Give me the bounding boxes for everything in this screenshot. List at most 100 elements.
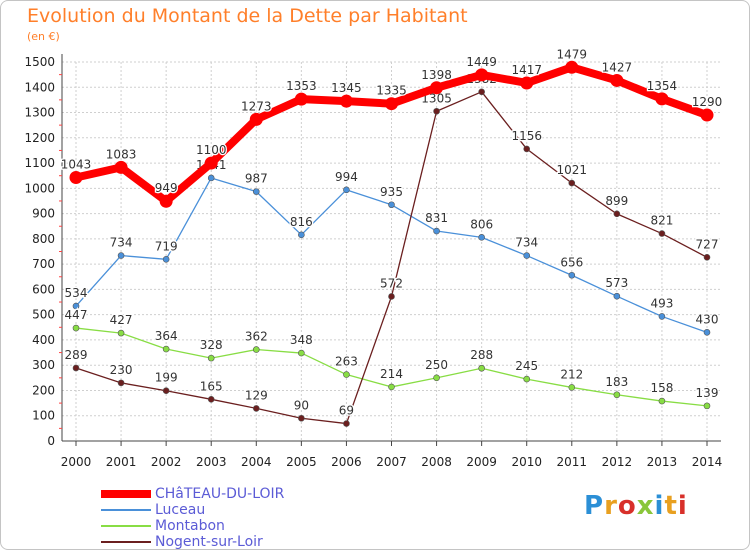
- y-tick-label: 500: [32, 308, 55, 322]
- data-point-montabon: [388, 383, 395, 391]
- data-point-montabon: [523, 375, 531, 383]
- data-point-nogent-sur-loir: [658, 230, 666, 237]
- data-point-ch-teau-du-loir: [204, 156, 218, 170]
- logo-letter: r: [604, 491, 618, 521]
- data-label-montabon: 364: [155, 329, 178, 343]
- data-label-ch-teau-du-loir: 949: [155, 181, 178, 195]
- data-point-montabon: [343, 371, 350, 378]
- data-label-ch-teau-du-loir: 1083: [106, 147, 137, 161]
- data-point-nogent-sur-loir: [703, 254, 711, 261]
- data-point-luceau: [207, 174, 215, 182]
- data-label-nogent-sur-loir: 572: [380, 276, 403, 290]
- y-tick-label: 200: [32, 383, 55, 397]
- x-tick-label: 2001: [106, 455, 137, 469]
- data-point-ch-teau-du-loir: [430, 81, 444, 95]
- data-label-ch-teau-du-loir: 1449: [466, 55, 497, 69]
- data-point-montabon: [252, 346, 260, 353]
- data-label-ch-teau-du-loir: 1479: [557, 47, 588, 61]
- data-point-nogent-sur-loir: [478, 88, 485, 96]
- data-label-montabon: 139: [696, 386, 719, 400]
- data-point-nogent-sur-loir: [388, 293, 395, 300]
- data-label-montabon: 158: [650, 381, 673, 395]
- data-label-luceau: 831: [425, 211, 448, 225]
- legend-item: Luceau: [101, 502, 284, 518]
- data-label-ch-teau-du-loir: 1290: [692, 95, 723, 109]
- data-point-nogent-sur-loir: [523, 145, 531, 153]
- data-point-montabon: [298, 349, 305, 357]
- y-tick-label: 900: [32, 207, 55, 221]
- data-label-nogent-sur-loir: 69: [339, 404, 354, 418]
- x-tick-label: 2006: [331, 455, 362, 469]
- legend-item: Montabon: [101, 518, 284, 534]
- data-label-luceau: 534: [65, 286, 88, 300]
- data-point-montabon: [568, 384, 576, 391]
- data-point-nogent-sur-loir: [162, 387, 170, 395]
- proxiti-logo: Proxiti: [584, 491, 688, 521]
- data-label-montabon: 214: [380, 367, 403, 381]
- y-tick-label: 400: [32, 333, 55, 347]
- data-label-montabon: 348: [290, 333, 313, 347]
- data-point-montabon: [658, 397, 666, 405]
- logo-letter: o: [617, 491, 637, 521]
- data-label-luceau: 734: [110, 236, 133, 250]
- data-label-luceau: 493: [650, 296, 673, 310]
- data-point-ch-teau-du-loir: [655, 92, 669, 106]
- x-tick-label: 2008: [421, 455, 452, 469]
- x-tick-label: 2003: [196, 455, 227, 469]
- logo-letter: i: [654, 491, 665, 521]
- data-point-luceau: [388, 201, 395, 209]
- legend-label: Nogent-sur-Loir: [155, 534, 263, 550]
- data-label-montabon: 288: [470, 348, 493, 362]
- data-point-ch-teau-du-loir: [249, 112, 263, 126]
- data-point-nogent-sur-loir: [117, 379, 125, 387]
- data-label-nogent-sur-loir: 899: [605, 194, 628, 208]
- data-point-luceau: [523, 252, 531, 259]
- legend-item: CHâTEAU-DU-LOIR: [101, 486, 284, 502]
- data-point-luceau: [658, 313, 666, 320]
- logo-letter: i: [677, 491, 688, 521]
- data-label-ch-teau-du-loir: 1353: [286, 79, 317, 93]
- data-label-nogent-sur-loir: 129: [245, 388, 268, 402]
- data-label-ch-teau-du-loir: 1427: [602, 60, 633, 74]
- data-label-luceau: 573: [605, 276, 628, 290]
- x-tick-label: 2010: [511, 455, 542, 469]
- data-point-ch-teau-du-loir: [385, 97, 398, 111]
- x-tick-label: 2009: [466, 455, 497, 469]
- data-point-ch-teau-du-loir: [159, 194, 173, 208]
- data-label-nogent-sur-loir: 165: [200, 379, 223, 393]
- data-point-ch-teau-du-loir: [700, 108, 714, 122]
- data-label-nogent-sur-loir: 1156: [511, 129, 542, 143]
- legend-label: Montabon: [155, 518, 225, 534]
- y-tick-label: 300: [32, 358, 55, 372]
- y-tick-label: 0: [47, 434, 55, 448]
- data-point-luceau: [613, 292, 621, 300]
- y-tick-label: 800: [32, 232, 55, 246]
- data-label-montabon: 328: [200, 338, 223, 352]
- data-label-ch-teau-du-loir: 1043: [61, 157, 92, 171]
- data-label-luceau: 935: [380, 185, 403, 199]
- y-tick-label: 1200: [24, 131, 55, 145]
- legend-swatch: [101, 509, 151, 511]
- legend-label: Luceau: [155, 502, 206, 518]
- y-tick-label: 1300: [24, 106, 55, 120]
- data-label-nogent-sur-loir: 289: [65, 348, 88, 362]
- data-point-luceau: [117, 252, 125, 259]
- x-tick-label: 2013: [647, 455, 678, 469]
- data-label-luceau: 806: [470, 217, 493, 231]
- data-label-luceau: 994: [335, 170, 358, 184]
- data-label-nogent-sur-loir: 199: [155, 371, 178, 385]
- x-tick-label: 2004: [241, 455, 272, 469]
- x-tick-label: 2000: [61, 455, 92, 469]
- data-point-montabon: [207, 354, 215, 362]
- y-tick-label: 1100: [24, 156, 55, 170]
- logo-letter: P: [584, 491, 605, 521]
- data-label-nogent-sur-loir: 727: [696, 237, 719, 251]
- chart-legend: CHâTEAU-DU-LOIR Luceau Montabon Nogent-sur-…: [101, 486, 284, 550]
- data-point-ch-teau-du-loir: [294, 92, 308, 106]
- data-label-montabon: 263: [335, 355, 358, 369]
- data-label-nogent-sur-loir: 90: [294, 398, 309, 412]
- data-point-nogent-sur-loir: [613, 210, 621, 218]
- data-point-luceau: [162, 256, 170, 263]
- logo-letter: t: [664, 491, 678, 521]
- data-point-ch-teau-du-loir: [339, 94, 353, 108]
